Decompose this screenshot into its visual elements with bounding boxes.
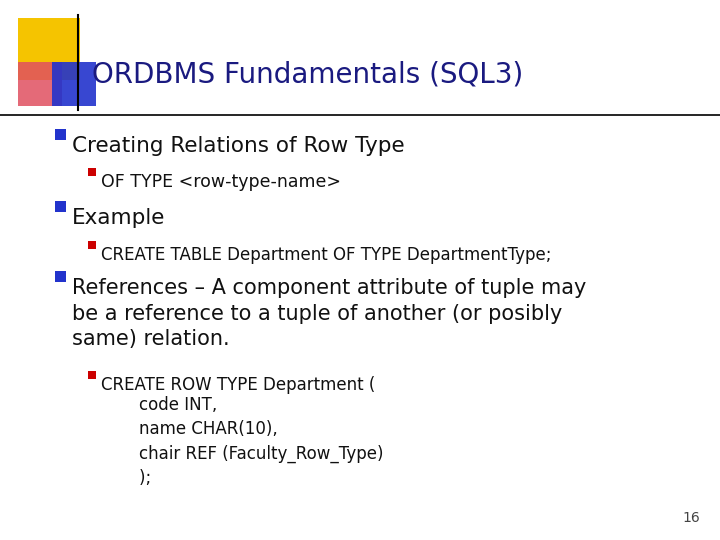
Bar (55, 271, 66, 282)
Text: 16: 16 (683, 511, 700, 525)
Bar (18, 62, 62, 106)
Bar (18, 18, 80, 80)
Text: OF TYPE <row-type-name>: OF TYPE <row-type-name> (101, 173, 341, 191)
Text: References – A component attribute of tuple may
be a reference to a tuple of ano: References – A component attribute of tu… (72, 278, 586, 349)
Bar (88, 168, 96, 176)
Text: code INT,
    name CHAR(10),
    chair REF (Faculty_Row_Type)
    );: code INT, name CHAR(10), chair REF (Facu… (118, 396, 384, 487)
Text: Creating Relations of Row Type: Creating Relations of Row Type (72, 136, 405, 156)
Bar (52, 62, 96, 106)
Text: CREATE ROW TYPE Department (: CREATE ROW TYPE Department ( (101, 376, 375, 394)
Text: ORDBMS Fundamentals (SQL3): ORDBMS Fundamentals (SQL3) (92, 61, 523, 89)
Text: Example: Example (72, 208, 166, 228)
Bar (55, 201, 66, 212)
Text: CREATE TABLE Department OF TYPE DepartmentType;: CREATE TABLE Department OF TYPE Departme… (101, 246, 552, 264)
Bar (55, 129, 66, 140)
Bar (88, 241, 96, 249)
Bar (88, 371, 96, 379)
